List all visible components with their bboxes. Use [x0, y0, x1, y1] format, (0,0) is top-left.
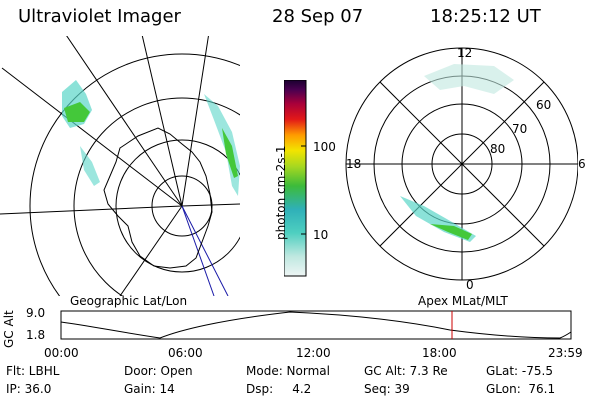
altitude-ytick-9: 9.0: [26, 306, 46, 320]
mlt-label-18: 18: [346, 157, 362, 171]
mlt-label-12: 12: [457, 46, 473, 60]
gc-altitude-info: GC Alt: 7.3 Re: [364, 364, 448, 378]
time-tick-3: 18:00: [422, 346, 457, 360]
altitude-ytick-1.8: 1.8: [26, 328, 46, 342]
aurora-right: [400, 64, 514, 242]
left-panel-title: Geographic Lat/Lon: [70, 294, 188, 308]
door-info: Door: Open: [124, 364, 193, 378]
meridian-line: [141, 36, 183, 207]
latitude-circle: [151, 175, 213, 237]
meridian-line: [66, 36, 183, 207]
latitude-circle: [29, 53, 240, 296]
meridian-line: [181, 205, 229, 296]
polar-plot: [345, 47, 578, 281]
dsp-info: Dsp: 4.2: [246, 382, 312, 396]
meridian-line: [181, 205, 215, 296]
time-tick-0: 00:00: [44, 346, 79, 360]
lat-label-60: 60: [536, 98, 552, 112]
time-tick-4: 23:59: [548, 346, 583, 360]
colorbar-tick-10: 10: [313, 228, 329, 242]
latitude-circle: [73, 97, 240, 296]
aurora-left: [62, 80, 240, 196]
latitude-circle: [115, 139, 240, 273]
antarctica-coastline: [103, 127, 213, 269]
glon-info: GLon: 76.1: [486, 382, 556, 396]
colorbar: [284, 80, 307, 277]
geographic-map: [0, 36, 240, 296]
meridian-line: [181, 36, 209, 207]
right-panel-title: Apex MLat/MLT: [418, 294, 508, 308]
meridian-line: [119, 205, 183, 296]
instrument-title: Ultraviolet Imager: [18, 6, 181, 27]
altitude-ylabel: GC Alt: [2, 310, 16, 348]
meridian-line: [1, 67, 183, 207]
sequence-info: Seq: 39: [364, 382, 410, 396]
gain-info: Gain: 14: [124, 382, 175, 396]
filter-info: Flt: LBHL: [6, 364, 60, 378]
colorbar-label: photon cm-2s-1: [274, 145, 288, 241]
ip-info: IP: 36.0: [6, 382, 52, 396]
altitude-plot: [60, 310, 572, 340]
time-tick-2: 12:00: [296, 346, 331, 360]
mlt-label-6: 6: [578, 157, 586, 171]
time-tick-1: 06:00: [168, 346, 203, 360]
date-label: 28 Sep 07: [272, 6, 364, 27]
mlt-label-0: 0: [466, 278, 474, 292]
meridian-line: [0, 205, 183, 215]
colorbar-tick-100: 100: [313, 140, 336, 154]
lat-label-70: 70: [512, 122, 528, 136]
glat-info: GLat: -75.5: [486, 364, 553, 378]
mode-info: Mode: Normal: [246, 364, 330, 378]
time-label: 18:25:12 UT: [430, 6, 541, 27]
lat-label-80: 80: [490, 142, 506, 156]
